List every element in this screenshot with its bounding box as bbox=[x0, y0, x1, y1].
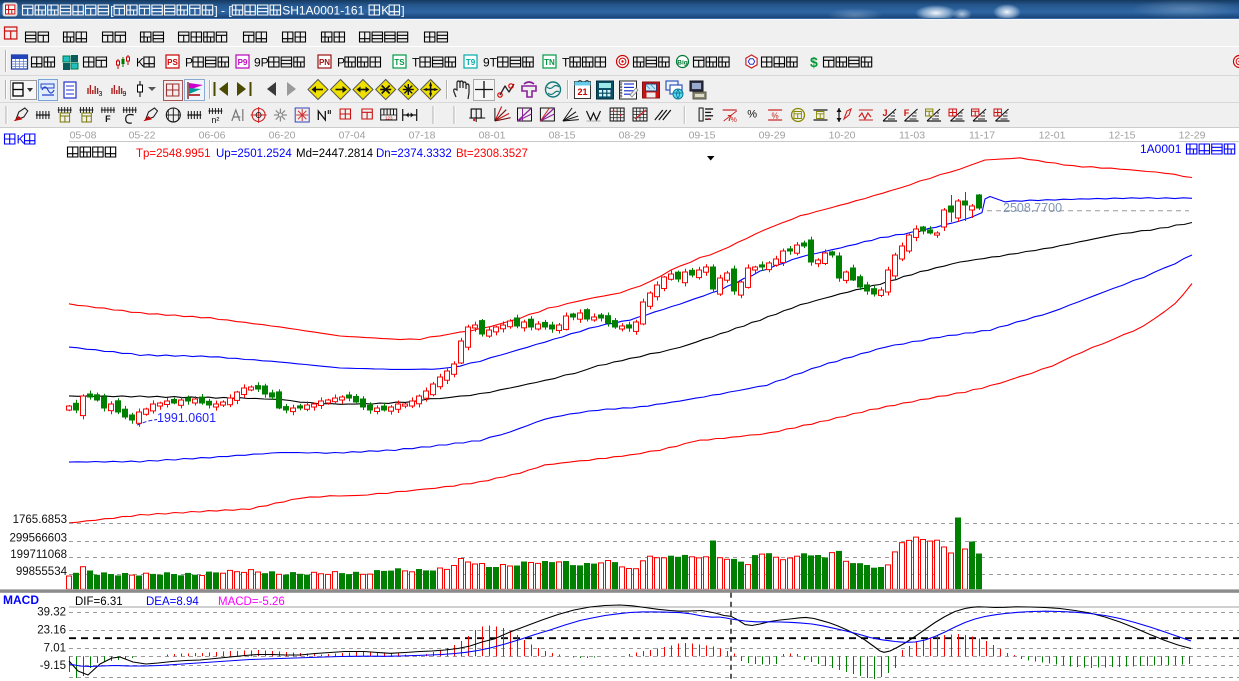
svg-text:P: P bbox=[337, 56, 345, 70]
svg-text:$: $ bbox=[810, 54, 818, 70]
svg-text:08-29: 08-29 bbox=[619, 130, 646, 142]
svg-text:23.16: 23.16 bbox=[37, 625, 66, 637]
svg-text:K: K bbox=[17, 133, 25, 147]
svg-text:07-18: 07-18 bbox=[409, 130, 436, 142]
svg-text:Up=2501.2524: Up=2501.2524 bbox=[216, 148, 292, 160]
svg-text:MACD: MACD bbox=[3, 593, 39, 607]
svg-text:09-15: 09-15 bbox=[689, 130, 716, 142]
svg-text:2508.7700: 2508.7700 bbox=[1003, 201, 1062, 215]
svg-text:Big: Big bbox=[677, 60, 688, 67]
svg-text:12-01: 12-01 bbox=[1039, 130, 1066, 142]
svg-text:DEA=8.94: DEA=8.94 bbox=[146, 596, 199, 608]
svg-text:T: T bbox=[562, 56, 570, 70]
svg-text:Md=2447.2814: Md=2447.2814 bbox=[296, 148, 374, 160]
svg-text:P9: P9 bbox=[238, 58, 248, 67]
svg-text:Bt=2308.3527: Bt=2308.3527 bbox=[456, 148, 528, 160]
svg-text:SH1A0001-161: SH1A0001-161 bbox=[282, 4, 364, 18]
svg-text:P: P bbox=[185, 56, 193, 70]
svg-text:11-03: 11-03 bbox=[899, 130, 925, 142]
svg-text:39.32: 39.32 bbox=[37, 607, 66, 619]
svg-text:12-29: 12-29 bbox=[1179, 130, 1206, 142]
svg-text:7.01: 7.01 bbox=[44, 643, 66, 655]
svg-text:10-20: 10-20 bbox=[829, 130, 856, 142]
svg-text:06-06: 06-06 bbox=[199, 130, 226, 142]
svg-text:08-01: 08-01 bbox=[479, 130, 506, 142]
svg-text:PN: PN bbox=[319, 58, 330, 67]
svg-text:TS: TS bbox=[394, 58, 405, 67]
svg-text:T: T bbox=[412, 56, 420, 70]
svg-text:K: K bbox=[136, 56, 144, 70]
svg-text:F: F bbox=[105, 114, 111, 124]
svg-text:9P: 9P bbox=[254, 56, 269, 70]
svg-text:%: % bbox=[731, 117, 737, 124]
svg-text:n²: n² bbox=[211, 115, 219, 125]
svg-text:TN: TN bbox=[544, 58, 555, 67]
svg-text:]: ] bbox=[401, 4, 404, 18]
svg-text:%: % bbox=[772, 112, 779, 121]
svg-text:Dn=2374.3332: Dn=2374.3332 bbox=[376, 148, 452, 160]
svg-text:05-08: 05-08 bbox=[70, 130, 97, 142]
svg-text:07-04: 07-04 bbox=[339, 130, 366, 142]
svg-text:09-29: 09-29 bbox=[759, 130, 786, 142]
svg-text:05-22: 05-22 bbox=[129, 130, 156, 142]
svg-text:[: [ bbox=[110, 4, 114, 18]
svg-text:199711068: 199711068 bbox=[10, 549, 67, 561]
svg-text:1765.6853: 1765.6853 bbox=[13, 514, 67, 526]
svg-text:DIF=6.31: DIF=6.31 bbox=[75, 596, 123, 608]
svg-text:F: F bbox=[904, 108, 910, 118]
svg-text:06-20: 06-20 bbox=[269, 130, 296, 142]
svg-text:11-17: 11-17 bbox=[969, 130, 995, 142]
svg-text:PS: PS bbox=[167, 58, 178, 67]
svg-text:-9.15: -9.15 bbox=[40, 660, 66, 672]
svg-text:] - [: ] - [ bbox=[214, 4, 232, 18]
svg-text:12-15: 12-15 bbox=[1109, 130, 1136, 142]
svg-text:299566603: 299566603 bbox=[9, 533, 67, 545]
svg-text:MACD=-5.26: MACD=-5.26 bbox=[218, 596, 285, 608]
svg-text:J: J bbox=[882, 108, 887, 118]
svg-text:%: % bbox=[747, 109, 757, 121]
svg-text:99855534: 99855534 bbox=[16, 566, 68, 578]
svg-text:3: 3 bbox=[99, 91, 103, 98]
svg-text:Tp=2548.9951: Tp=2548.9951 bbox=[136, 148, 211, 160]
svg-text:9T: 9T bbox=[483, 56, 498, 70]
svg-text:7: 7 bbox=[727, 114, 732, 123]
svg-text:K: K bbox=[381, 4, 389, 18]
svg-text:21: 21 bbox=[577, 87, 587, 97]
svg-text:1991.0601: 1991.0601 bbox=[157, 411, 216, 425]
svg-text:123: 123 bbox=[385, 116, 393, 121]
svg-text:T9: T9 bbox=[466, 58, 476, 67]
svg-text:9: 9 bbox=[123, 91, 127, 98]
svg-text:08-15: 08-15 bbox=[549, 130, 576, 142]
svg-text:1A0001: 1A0001 bbox=[1140, 142, 1182, 156]
